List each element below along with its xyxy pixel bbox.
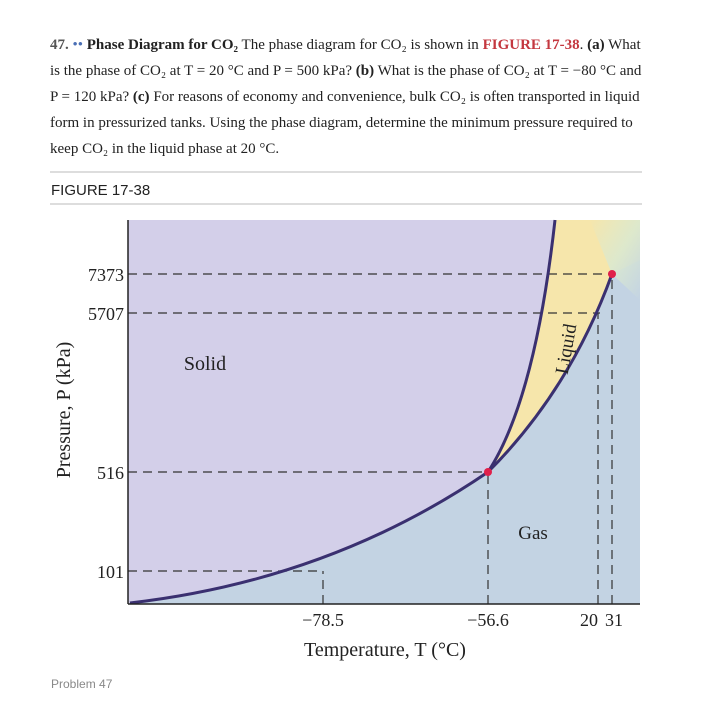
melting-curve (486, 219, 557, 473)
y-tick-label: 516 (97, 463, 124, 483)
problem-text: 47. •• Phase Diagram for CO₂ The phase d… (50, 32, 642, 162)
part-label: (a) (587, 37, 605, 53)
region-label: Liquid (552, 322, 582, 376)
figure-label: FIGURE 17-38 (51, 182, 150, 199)
x-tick-label: −78.5 (302, 610, 344, 630)
phase-boundaries (129, 219, 614, 605)
region-label: Solid (184, 353, 226, 375)
figure-link[interactable]: FIGURE 17-38 (482, 37, 580, 53)
supercritical-region (590, 220, 640, 300)
intro-end: . (579, 37, 584, 53)
problem-number: 47. (50, 37, 69, 53)
solid-region (128, 220, 640, 604)
critical-point (608, 270, 616, 278)
difficulty: •• (72, 37, 84, 53)
sublimation-curve (129, 470, 489, 605)
y-tick-label: 5707 (88, 304, 124, 324)
intro: The phase diagram for CO₂ is shown in (238, 37, 483, 53)
x-tick-label: −56.6 (467, 610, 509, 630)
x-tick-label: 20 (580, 610, 598, 630)
region-label: Gas (518, 523, 548, 544)
y-ticks: 7373 5707 516 101 (88, 265, 124, 582)
guides (128, 273, 613, 604)
part-label: (b) (355, 63, 375, 79)
x-ticks: −78.5 −56.6 20 31 (302, 610, 623, 630)
triple-point (484, 468, 492, 476)
problem-title: Phase Diagram for CO₂ (86, 37, 239, 53)
part-label: (c) (132, 89, 150, 105)
liquid-region (488, 220, 640, 472)
part-text: For reasons of economy and convenience, … (50, 89, 640, 157)
x-tick-label: 31 (605, 610, 623, 630)
part-text: What is the phase of CO₂ at T = −80 °C a… (50, 63, 642, 105)
gas-region (128, 260, 640, 604)
y-tick-label: 7373 (88, 265, 124, 285)
footer: Problem 47 (51, 677, 113, 691)
y-tick-label: 101 (97, 562, 124, 582)
x-axis-label: Temperature, T (°C) (304, 639, 466, 661)
y-axis-label: Pressure, P (kPa) (53, 342, 75, 478)
part-text: What is the phase of CO₂ at T = 20 °C an… (50, 37, 641, 79)
vaporization-curve (486, 273, 614, 474)
